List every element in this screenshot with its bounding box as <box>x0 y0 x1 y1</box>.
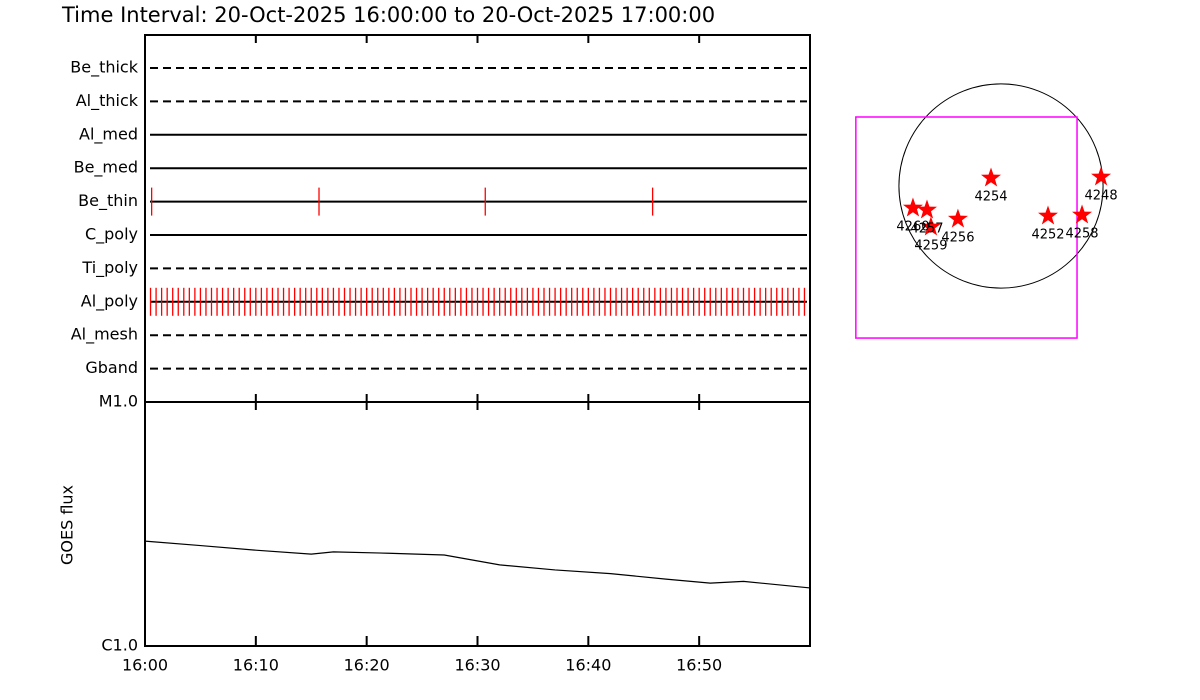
y-tick-label: M1.0 <box>99 392 138 411</box>
row-label: Al_poly <box>81 291 138 311</box>
row-label: Be_thick <box>70 58 138 78</box>
row-label: Be_thin <box>78 191 138 211</box>
goes-line <box>144 540 811 589</box>
x-tick-label: 16:50 <box>676 656 722 675</box>
row-label: Be_med <box>74 158 138 178</box>
row-label: Al_med <box>79 124 138 144</box>
row-label: Ti_poly <box>81 258 138 278</box>
region-label: 4257 <box>910 222 943 237</box>
row-label: Al_mesh <box>71 325 138 345</box>
y-axis-label: GOES flux <box>58 485 77 565</box>
region-star <box>920 216 941 236</box>
region-star <box>1038 205 1058 225</box>
region-star <box>981 167 1001 187</box>
region-star <box>917 199 937 219</box>
x-tick-label: 16:30 <box>454 656 500 675</box>
chart-title: Time Interval: 20-Oct-2025 16:00:00 to 2… <box>61 3 715 27</box>
x-tick-label: 16:20 <box>344 656 390 675</box>
region-label: 4254 <box>974 190 1007 205</box>
x-tick-label: 16:00 <box>122 656 168 675</box>
region-label: 4248 <box>1085 188 1118 203</box>
region-label: 4258 <box>1065 227 1098 242</box>
region-label: 4259 <box>914 239 947 254</box>
row-label: Gband <box>85 358 138 377</box>
field-of-view <box>855 116 1078 339</box>
region-label: 4256 <box>941 231 974 246</box>
region-star <box>1072 204 1093 224</box>
row-label: C_poly <box>85 225 138 245</box>
region-label: 4252 <box>1031 227 1064 242</box>
solar-disk <box>898 83 1104 289</box>
region-label: 4260 <box>896 220 929 235</box>
region-star <box>902 197 923 217</box>
x-tick-label: 16:40 <box>565 656 611 675</box>
goes-frame <box>144 401 811 647</box>
region-star <box>1091 166 1112 186</box>
timeline-frame <box>144 34 811 403</box>
y-tick-label: C1.0 <box>101 636 138 655</box>
x-tick-label: 16:10 <box>233 656 279 675</box>
region-star <box>947 208 968 228</box>
row-label: Al_thick <box>76 91 139 111</box>
